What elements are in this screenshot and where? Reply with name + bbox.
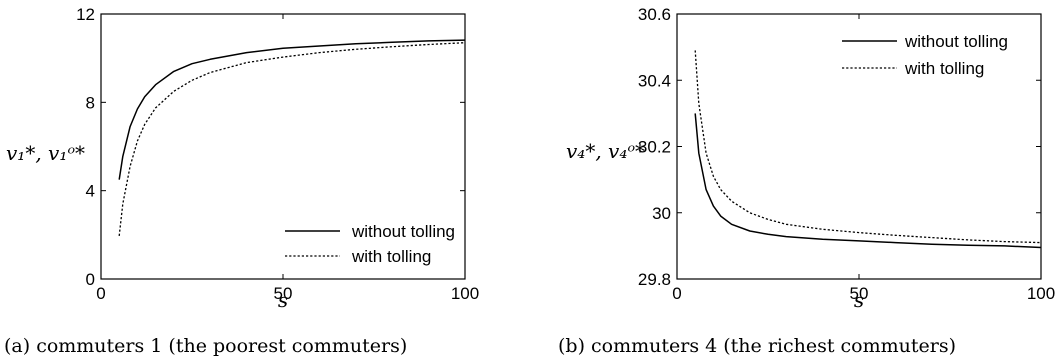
y-tick-label-b-1: 30: [652, 204, 671, 223]
x-tick-label-b-1: 50: [850, 284, 869, 303]
chart-a: 0 50 100 0 4 8 12 s v₁*, v₁ᵒ* without tolling …: [4, 5, 479, 357]
lines-b: [694, 50, 1042, 249]
legend-label-b-1: with tolling: [904, 59, 984, 78]
x-tick-label-a-2: 100: [451, 284, 479, 303]
chart-b: 0 50 100 29.8 30 30.2 30.4 30.6 s v₄*, v₄ᵒ* wit…: [558, 5, 1055, 357]
series-line-b-1: [694, 50, 1042, 244]
x-tick-label-b-2: 100: [1027, 284, 1055, 303]
caption-a: (a) commuters 1 (the poorest commuters): [4, 335, 407, 357]
plot-frame-b: [676, 13, 1042, 280]
ticks-b: 0 50 100 29.8 30 30.2 30.4 30.6: [638, 5, 1055, 303]
x-axis-label-b: s: [854, 288, 864, 312]
series-line-a-1: [118, 42, 466, 236]
y-tick-label-b-4: 30.6: [638, 5, 671, 24]
caption-b: (b) commuters 4 (the richest commuters): [558, 335, 956, 357]
y-axis-label-b: v₄*, v₄ᵒ*: [566, 139, 645, 163]
y-tick-label-a-3: 12: [76, 5, 95, 24]
x-tick-label-a-1: 50: [274, 284, 293, 303]
y-tick-label-b-3: 30.4: [638, 71, 671, 90]
y-tick-label-b-0: 29.8: [638, 270, 671, 289]
y-tick-label-a-2: 8: [86, 93, 95, 112]
lines-a: [118, 39, 466, 236]
y-tick-label-a-1: 4: [86, 182, 95, 201]
y-axis-label-a: v₁*, v₁ᵒ*: [6, 141, 85, 165]
legend-label-a-1: with tolling: [351, 247, 431, 266]
series-line-a-0: [118, 39, 466, 180]
x-tick-label-b-0: 0: [672, 284, 681, 303]
legend-label-b-0: without tolling: [904, 32, 1008, 51]
x-axis-label-a: s: [278, 288, 288, 312]
y-tick-label-a-0: 0: [86, 270, 95, 289]
legend-a: without tolling with tolling: [285, 222, 455, 266]
series-line-b-0: [694, 113, 1042, 249]
y-tick-label-b-2: 30.2: [638, 138, 671, 157]
legend-label-a-0: without tolling: [351, 222, 455, 241]
x-tick-label-a-0: 0: [96, 284, 105, 303]
ticks-a: 0 50 100 0 4 8 12: [76, 5, 479, 303]
legend-b: without tolling with tolling: [842, 32, 1008, 78]
